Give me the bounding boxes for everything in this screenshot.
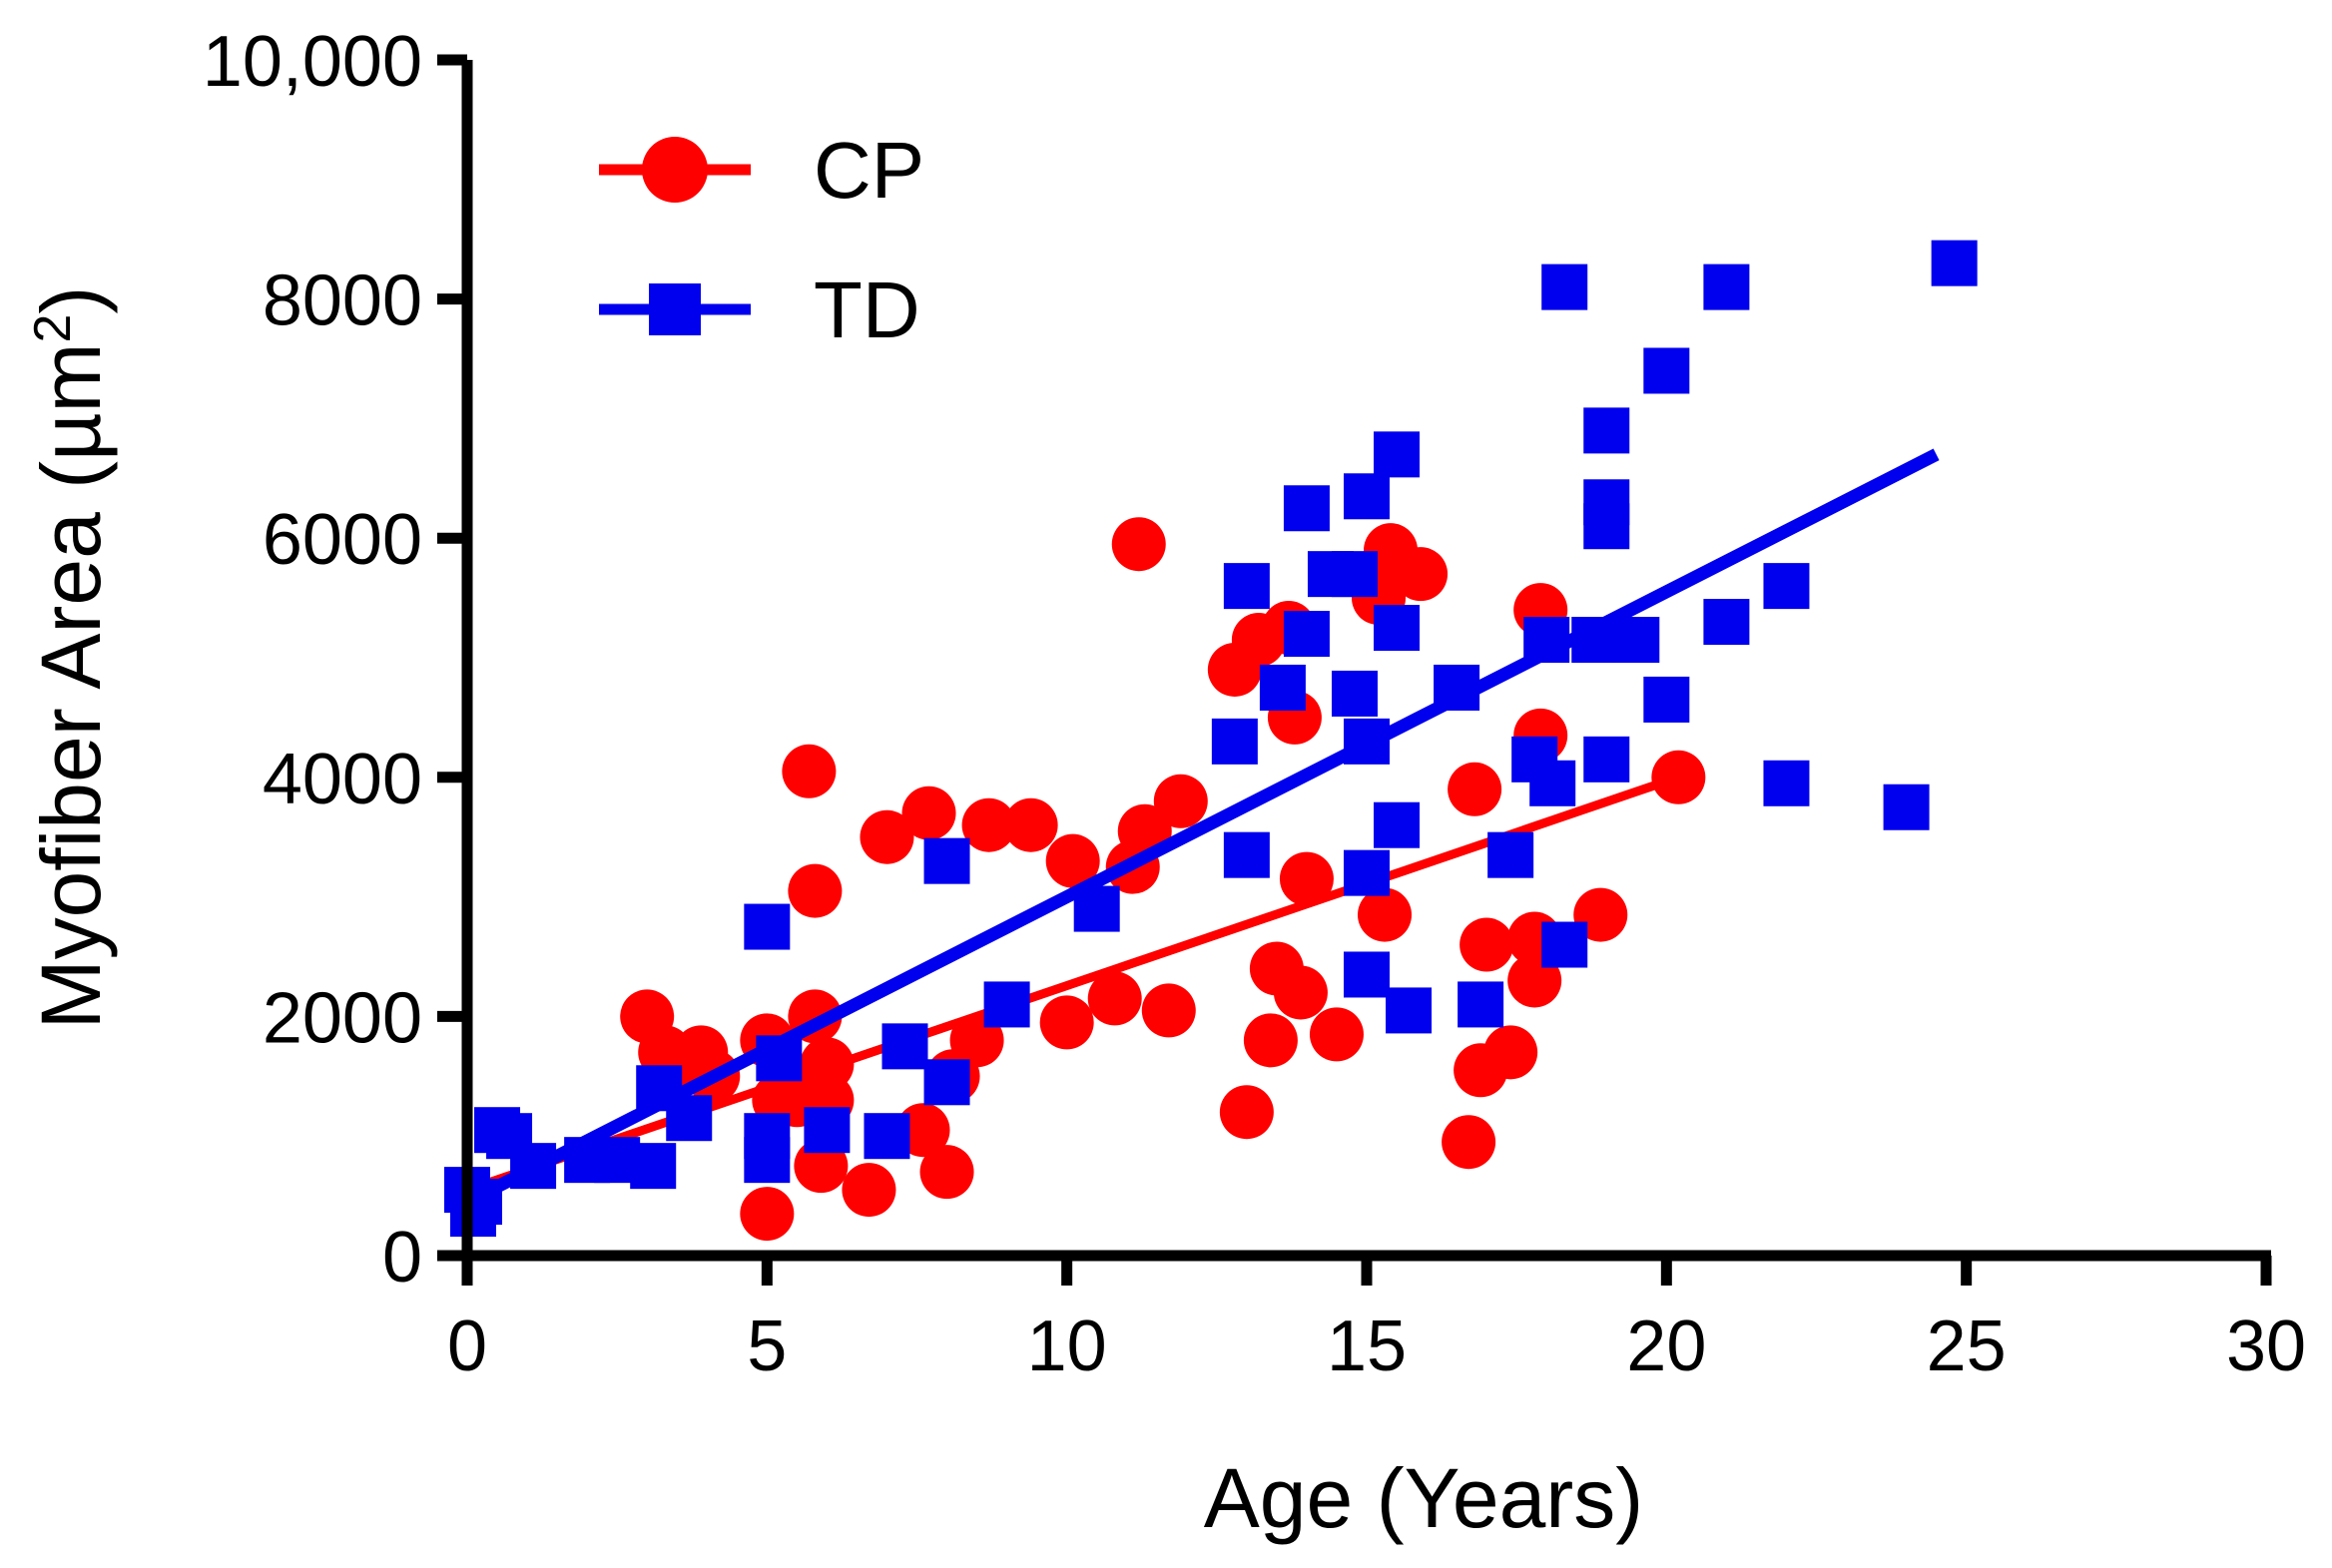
x-axis-title: Age (Years) <box>1204 1451 1643 1545</box>
x-axis-ticks: 0 5 10 15 20 25 30 <box>447 1256 2306 1386</box>
y-tick-label: 6000 <box>263 500 422 580</box>
data-point-cp <box>1442 1115 1496 1170</box>
data-point-cp <box>1358 887 1413 942</box>
y-tick-label: 2000 <box>263 978 422 1058</box>
data-point-td <box>1703 263 1750 310</box>
y-axis-ticks: 0 2000 4000 6000 8000 10,000 <box>203 22 467 1298</box>
data-point-cp <box>961 797 1016 852</box>
data-point-td <box>1883 784 1930 830</box>
data-point-cp <box>788 863 843 918</box>
data-point-td <box>1529 760 1576 806</box>
data-point-cp <box>740 1187 795 1242</box>
data-point-cp <box>1483 1025 1538 1080</box>
data-point-td <box>1374 431 1421 478</box>
legend-item-cp: CP <box>599 126 924 215</box>
data-point-td <box>1643 676 1690 723</box>
data-point-td <box>1583 503 1630 550</box>
data-point-cp <box>1279 851 1334 906</box>
y-tick-label: 0 <box>382 1218 422 1298</box>
data-point-cp <box>1448 762 1502 816</box>
data-point-td <box>1541 263 1588 310</box>
x-tick-label: 0 <box>447 1307 487 1386</box>
data-point-td <box>1541 921 1588 968</box>
x-tick-label: 20 <box>1626 1307 1706 1386</box>
x-tick-label: 5 <box>747 1307 787 1386</box>
x-tick-label: 10 <box>1027 1307 1107 1386</box>
series-td <box>444 240 1978 1238</box>
data-point-td <box>1374 605 1421 652</box>
data-point-cp <box>1219 1085 1274 1140</box>
data-point-td <box>1344 849 1390 896</box>
data-point-cp <box>860 809 914 864</box>
data-point-cp <box>1039 995 1094 1050</box>
data-point-td <box>1643 347 1690 394</box>
data-point-td <box>1344 951 1390 998</box>
data-point-td <box>864 1113 910 1160</box>
data-point-td <box>1283 611 1330 658</box>
plot-area <box>444 240 1978 1242</box>
y-axis-title-main: Myofiber Area (µm <box>24 342 118 1029</box>
data-point-cp <box>1087 971 1142 1026</box>
y-tick-label: 10,000 <box>203 22 422 102</box>
data-point-td <box>1259 664 1306 711</box>
data-point-td <box>1386 987 1433 1034</box>
legend-label-cp: CP <box>814 126 924 215</box>
data-point-cp <box>1141 983 1196 1038</box>
data-point-td <box>1583 407 1630 454</box>
data-point-td <box>1344 473 1390 520</box>
data-point-td <box>923 837 970 884</box>
data-point-td <box>1331 670 1378 717</box>
data-point-td <box>1931 240 1978 286</box>
data-point-cp <box>919 1145 974 1200</box>
data-point-td <box>1487 831 1534 878</box>
data-point-td <box>923 1059 970 1106</box>
data-point-td <box>744 903 791 950</box>
data-point-cp <box>1045 833 1100 888</box>
data-point-td <box>1763 563 1810 610</box>
data-point-cp <box>1309 1007 1364 1062</box>
y-axis-title-end: ) <box>24 286 118 314</box>
data-point-cp <box>1394 547 1449 602</box>
data-point-td <box>1703 599 1750 646</box>
data-point-td <box>881 1023 928 1070</box>
legend-swatch-marker-cp <box>642 137 708 203</box>
data-point-td <box>1283 485 1330 532</box>
x-tick-label: 30 <box>2226 1307 2306 1386</box>
y-axis-title-superscript: 2 <box>24 314 82 343</box>
data-point-cp <box>901 785 956 840</box>
legend-swatch-marker-td <box>649 283 701 335</box>
y-tick-label: 4000 <box>263 740 422 819</box>
x-tick-label: 15 <box>1327 1307 1407 1386</box>
data-point-cp <box>782 744 837 798</box>
data-point-cp <box>1153 774 1208 828</box>
data-point-td <box>1223 563 1270 610</box>
data-point-td <box>804 1107 851 1154</box>
x-tick-label: 25 <box>1927 1307 2007 1386</box>
data-point-td <box>1211 718 1258 765</box>
data-point-cp <box>1003 797 1058 852</box>
data-point-td <box>1763 760 1810 806</box>
data-point-td <box>1458 981 1504 1028</box>
data-point-cp <box>1243 1013 1298 1068</box>
y-tick-label: 8000 <box>263 261 422 341</box>
data-point-cp <box>1111 517 1166 572</box>
data-point-td <box>630 1143 677 1190</box>
y-axis-title: Myofiber Area (µm2) <box>24 286 118 1030</box>
data-point-td <box>1374 801 1421 848</box>
legend-label-td: TD <box>814 265 920 354</box>
data-point-td <box>744 1113 791 1160</box>
fit-line-td <box>476 448 1940 1202</box>
data-point-td <box>1331 551 1378 598</box>
data-point-cp <box>1273 965 1328 1020</box>
data-point-cp <box>1459 917 1514 972</box>
data-point-td <box>1223 831 1270 878</box>
data-point-cp <box>842 1163 896 1218</box>
data-point-td <box>1613 617 1660 664</box>
data-point-td <box>983 981 1030 1028</box>
legend-item-td: TD <box>599 265 920 354</box>
data-point-td <box>1583 736 1630 783</box>
legend: CP TD <box>599 126 924 354</box>
